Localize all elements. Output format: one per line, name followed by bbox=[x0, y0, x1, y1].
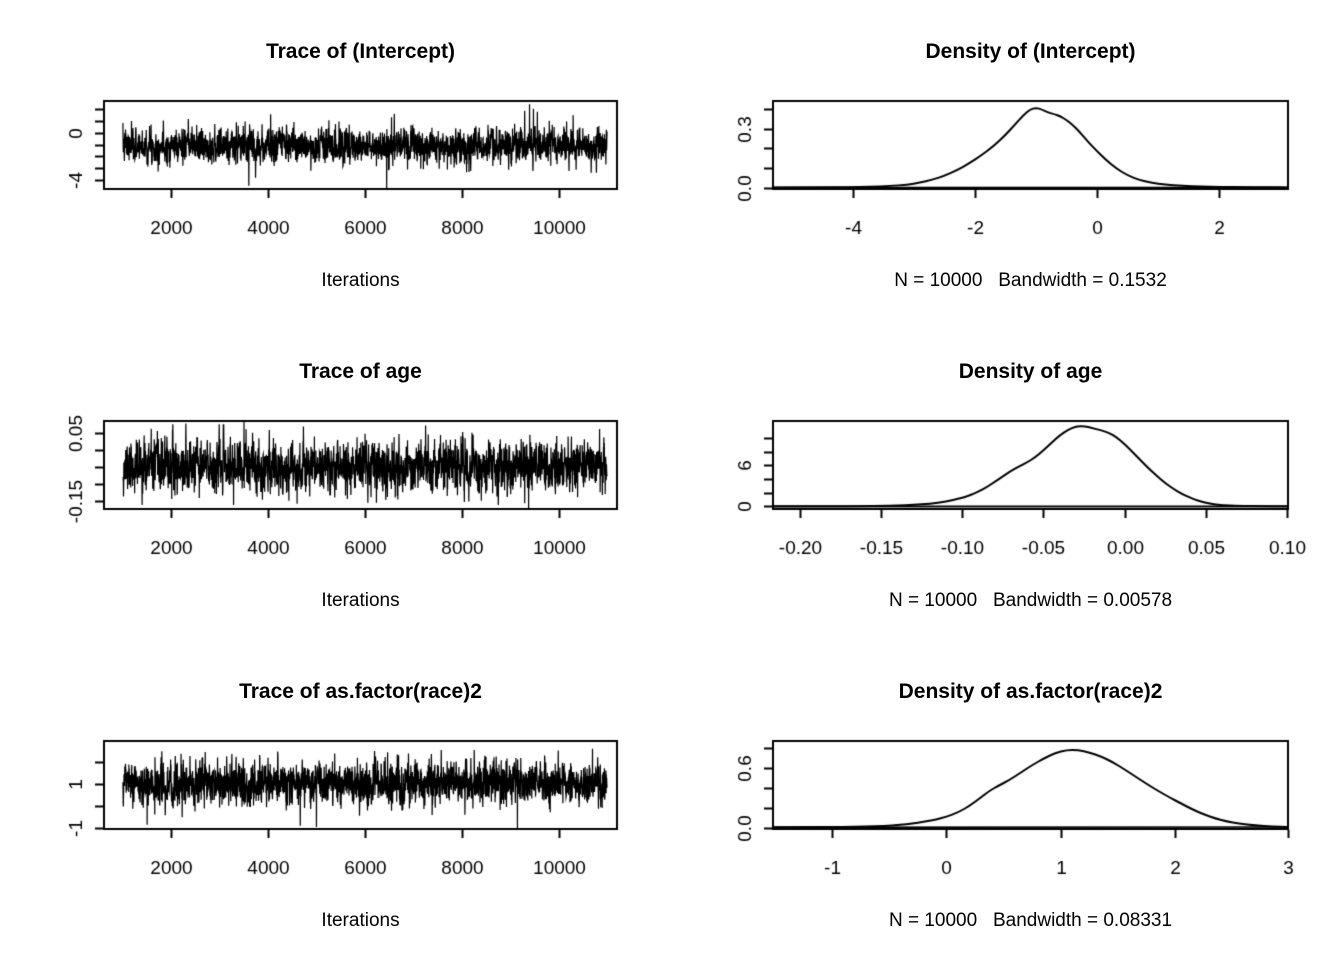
x-axis-label: N = 10000 Bandwidth = 0.08331 bbox=[888, 910, 1173, 931]
density-age-plot-canvas bbox=[672, 320, 1344, 640]
panel-trace-intercept: Trace of (Intercept) Iterations bbox=[0, 0, 672, 320]
panel-trace-age: Trace of age Iterations bbox=[0, 320, 672, 640]
density-race2-plot-canvas bbox=[672, 640, 1344, 960]
panel-title: Trace of age bbox=[299, 360, 422, 383]
x-axis-label: N = 10000 Bandwidth = 0.1532 bbox=[894, 270, 1167, 291]
density-intercept-plot-canvas bbox=[672, 0, 1344, 320]
panel-title: Density of (Intercept) bbox=[925, 40, 1136, 63]
panel-title: Trace of as.factor(race)2 bbox=[239, 680, 482, 703]
panel-density-intercept: Density of (Intercept) N = 10000 Bandwid… bbox=[672, 0, 1344, 320]
x-axis-label: Iterations bbox=[321, 910, 400, 931]
panel-density-race2: Density of as.factor(race)2 N = 10000 Ba… bbox=[672, 640, 1344, 960]
x-axis-label: N = 10000 Bandwidth = 0.00578 bbox=[888, 590, 1173, 611]
panel-trace-race2: Trace of as.factor(race)2 Iterations bbox=[0, 640, 672, 960]
x-axis-label: Iterations bbox=[321, 270, 400, 291]
panel-title: Density of as.factor(race)2 bbox=[898, 680, 1163, 703]
trace-race2-plot-canvas bbox=[0, 640, 672, 960]
panel-title: Trace of (Intercept) bbox=[265, 40, 456, 63]
panel-density-age: Density of age N = 10000 Bandwidth = 0.0… bbox=[672, 320, 1344, 640]
trace-age-plot-canvas bbox=[0, 320, 672, 640]
x-axis-label: Iterations bbox=[321, 590, 400, 611]
panel-title: Density of age bbox=[958, 360, 1103, 383]
trace-intercept-plot-canvas bbox=[0, 0, 672, 320]
